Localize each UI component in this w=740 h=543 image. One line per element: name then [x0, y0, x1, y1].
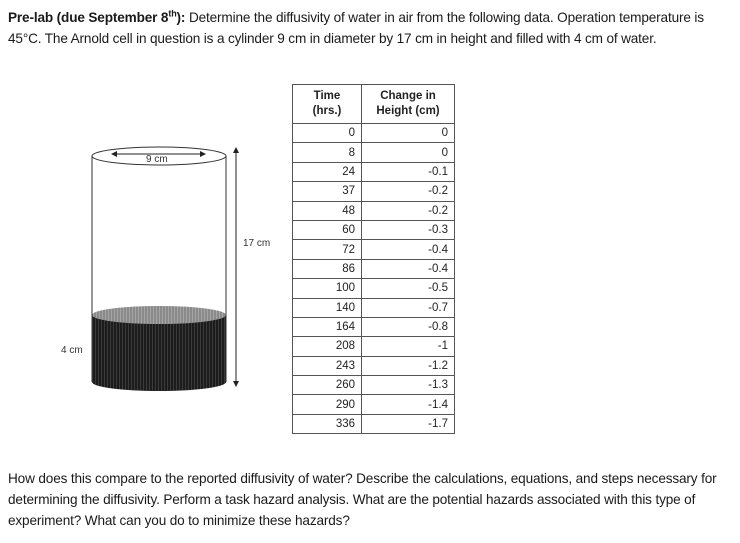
time-cell: 86	[292, 258, 362, 280]
height-cell: -0.5	[361, 278, 455, 299]
table-row: 100 -0.5	[292, 278, 455, 299]
prelab-label-text: Pre-lab (due September 8	[8, 10, 169, 25]
height-column-header: Change in Height (cm)	[361, 84, 455, 124]
height-cell: -1.7	[361, 413, 455, 435]
cylinder-outline	[91, 146, 227, 382]
time-cell: 208	[292, 336, 362, 357]
water-depth-label: 4 cm	[61, 345, 83, 356]
time-cell: 290	[292, 394, 362, 415]
prelab-label: Pre-lab (due September 8th):	[8, 8, 186, 25]
time-cell: 100	[292, 278, 362, 299]
time-cell: 243	[292, 355, 362, 377]
water-fill	[92, 306, 226, 391]
time-cell: 24	[292, 161, 362, 183]
height-cell: -0.8	[361, 316, 455, 338]
height-cell: 0	[361, 142, 455, 163]
table-row: 336 -1.7	[292, 413, 455, 435]
time-column-header: Time (hrs.)	[292, 84, 362, 124]
diameter-label: 9 cm	[146, 154, 168, 165]
intro-text: Determine the diffusivity of water in ai…	[8, 10, 704, 46]
table-row: 37 -0.2	[292, 181, 455, 202]
time-cell: 140	[292, 297, 362, 318]
height-cell: -0.3	[361, 219, 455, 241]
height-cell: -1	[361, 336, 455, 357]
table-row: 60 -0.3	[292, 219, 455, 241]
table-row: 164 -0.8	[292, 316, 455, 338]
table-row: 24 -0.1	[292, 161, 455, 183]
time-cell: 72	[292, 239, 362, 260]
time-cell: 336	[292, 413, 362, 435]
time-cell: 37	[292, 181, 362, 202]
ordinal-suffix: th	[168, 8, 177, 19]
table-row: 260 -1.3	[292, 375, 455, 396]
height-cell: -0.2	[361, 181, 455, 202]
header-line: Change in	[380, 90, 436, 102]
table-row: 243 -1.2	[292, 355, 455, 377]
arnold-cell-diagram: 9 cm 17 cm 4 cm	[50, 135, 290, 405]
questions-paragraph: How does this compare to the reported di…	[8, 471, 717, 528]
time-cell: 48	[292, 200, 362, 221]
table-header-row: Time (hrs.) Change in Height (cm)	[292, 84, 455, 124]
table-row: 290 -1.4	[292, 394, 455, 415]
height-cell: -1.4	[361, 394, 455, 415]
height-cell: -0.4	[361, 239, 455, 260]
table-row: 72 -0.4	[292, 239, 455, 260]
height-label: 17 cm	[243, 238, 270, 249]
height-cell: -1.2	[361, 355, 455, 377]
header-line: (hrs.)	[312, 105, 342, 117]
table-row: 140 -0.7	[292, 297, 455, 318]
table-row: 208 -1	[292, 336, 455, 357]
height-cell: -0.7	[361, 297, 455, 318]
height-cell: -0.1	[361, 161, 455, 183]
height-cell: 0	[361, 122, 455, 144]
header-line: Time	[313, 90, 341, 102]
time-cell: 260	[292, 375, 362, 396]
time-cell: 164	[292, 316, 362, 338]
time-cell: 60	[292, 219, 362, 241]
prelab-label-end: ):	[176, 10, 186, 25]
table-row: 48 -0.2	[292, 200, 455, 221]
time-cell: 8	[292, 142, 362, 163]
table-row: 86 -0.4	[292, 258, 455, 280]
intro-paragraph: Pre-lab (due September 8th): Determine t…	[8, 7, 736, 49]
height-cell: -0.2	[361, 200, 455, 221]
height-cell: -1.3	[361, 375, 455, 396]
header-line: Height (cm)	[376, 105, 440, 117]
time-cell: 0	[292, 122, 362, 144]
height-cell: -0.4	[361, 258, 455, 280]
